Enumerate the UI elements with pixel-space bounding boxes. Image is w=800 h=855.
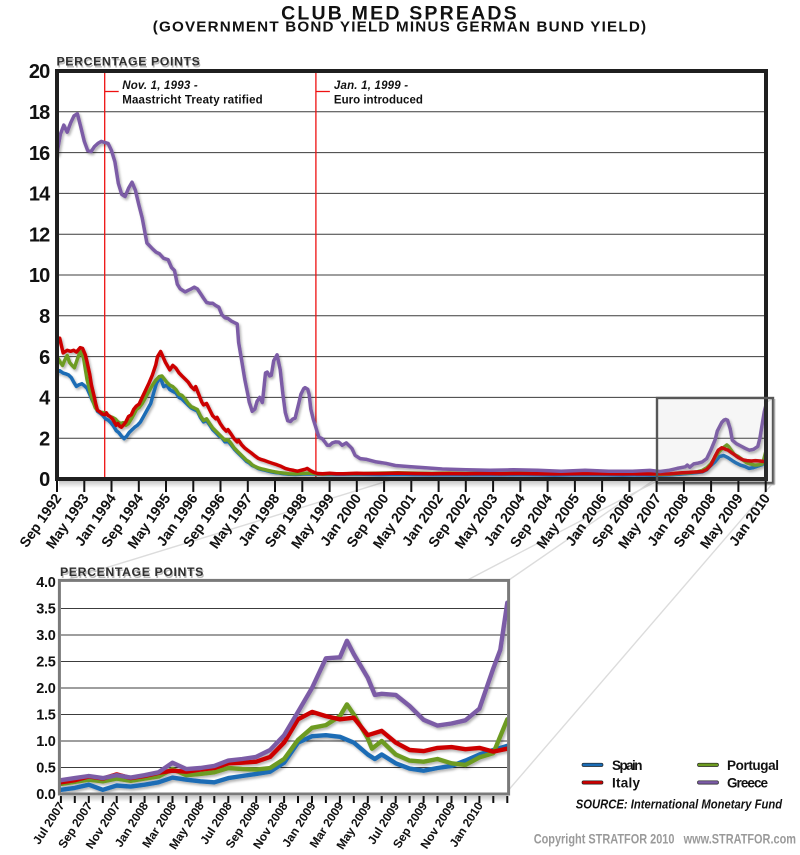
svg-text:Spain: Spain (612, 758, 643, 773)
svg-text:Maastricht Treaty ratified: Maastricht Treaty ratified (122, 95, 263, 107)
svg-text:1.5: 1.5 (36, 708, 55, 724)
svg-text:1.0: 1.0 (36, 734, 55, 750)
svg-text:14: 14 (29, 184, 51, 206)
svg-text:PERCENTAGE POINTS: PERCENTAGE POINTS (58, 57, 202, 71)
svg-text:16: 16 (29, 143, 50, 165)
svg-text:Euro introduced: Euro introduced (334, 95, 423, 107)
svg-text:Portugal: Portugal (727, 758, 779, 773)
svg-text:20: 20 (29, 61, 50, 83)
svg-text:4: 4 (39, 388, 51, 410)
svg-text:8: 8 (39, 306, 50, 328)
svg-text:2: 2 (39, 428, 50, 450)
svg-text:18: 18 (29, 102, 50, 124)
svg-text:4.0: 4.0 (36, 575, 55, 591)
svg-text:0.0: 0.0 (36, 787, 55, 803)
svg-text:Nov. 1, 1993 -: Nov. 1, 1993 - (122, 80, 198, 92)
svg-text:12: 12 (29, 224, 50, 246)
svg-text:10: 10 (29, 265, 50, 287)
svg-text:0.5: 0.5 (36, 761, 55, 777)
svg-text:(GOVERNMENT BOND YIELD MINUS G: (GOVERNMENT BOND YIELD MINUS GERMAN BUND… (153, 18, 648, 35)
svg-text:PERCENTAGE POINTS: PERCENTAGE POINTS (60, 565, 204, 579)
svg-text:CLUB MED SPREADS: CLUB MED SPREADS (281, 3, 519, 25)
svg-text:2.0: 2.0 (36, 681, 55, 697)
svg-text:3.0: 3.0 (36, 628, 55, 644)
svg-text:Copyright STRATFOR 2010 www.: Copyright STRATFOR 2010 www.STRATFOR.com (534, 831, 796, 847)
svg-text:2.5: 2.5 (36, 655, 55, 671)
svg-text:PERCENTAGE POINTS: PERCENTAGE POINTS (61, 567, 205, 581)
svg-text:Greece: Greece (727, 776, 768, 791)
svg-text:6: 6 (39, 347, 50, 369)
svg-text:3.5: 3.5 (36, 602, 55, 618)
svg-text:Jan. 1, 1999 -: Jan. 1, 1999 - (334, 80, 408, 92)
svg-text:0: 0 (39, 469, 50, 491)
svg-text:PERCENTAGE POINTS: PERCENTAGE POINTS (57, 55, 201, 69)
svg-text:Italy: Italy (612, 776, 640, 791)
svg-text:SOURCE: International Monetary: SOURCE: International Monetary Fund (576, 797, 783, 812)
